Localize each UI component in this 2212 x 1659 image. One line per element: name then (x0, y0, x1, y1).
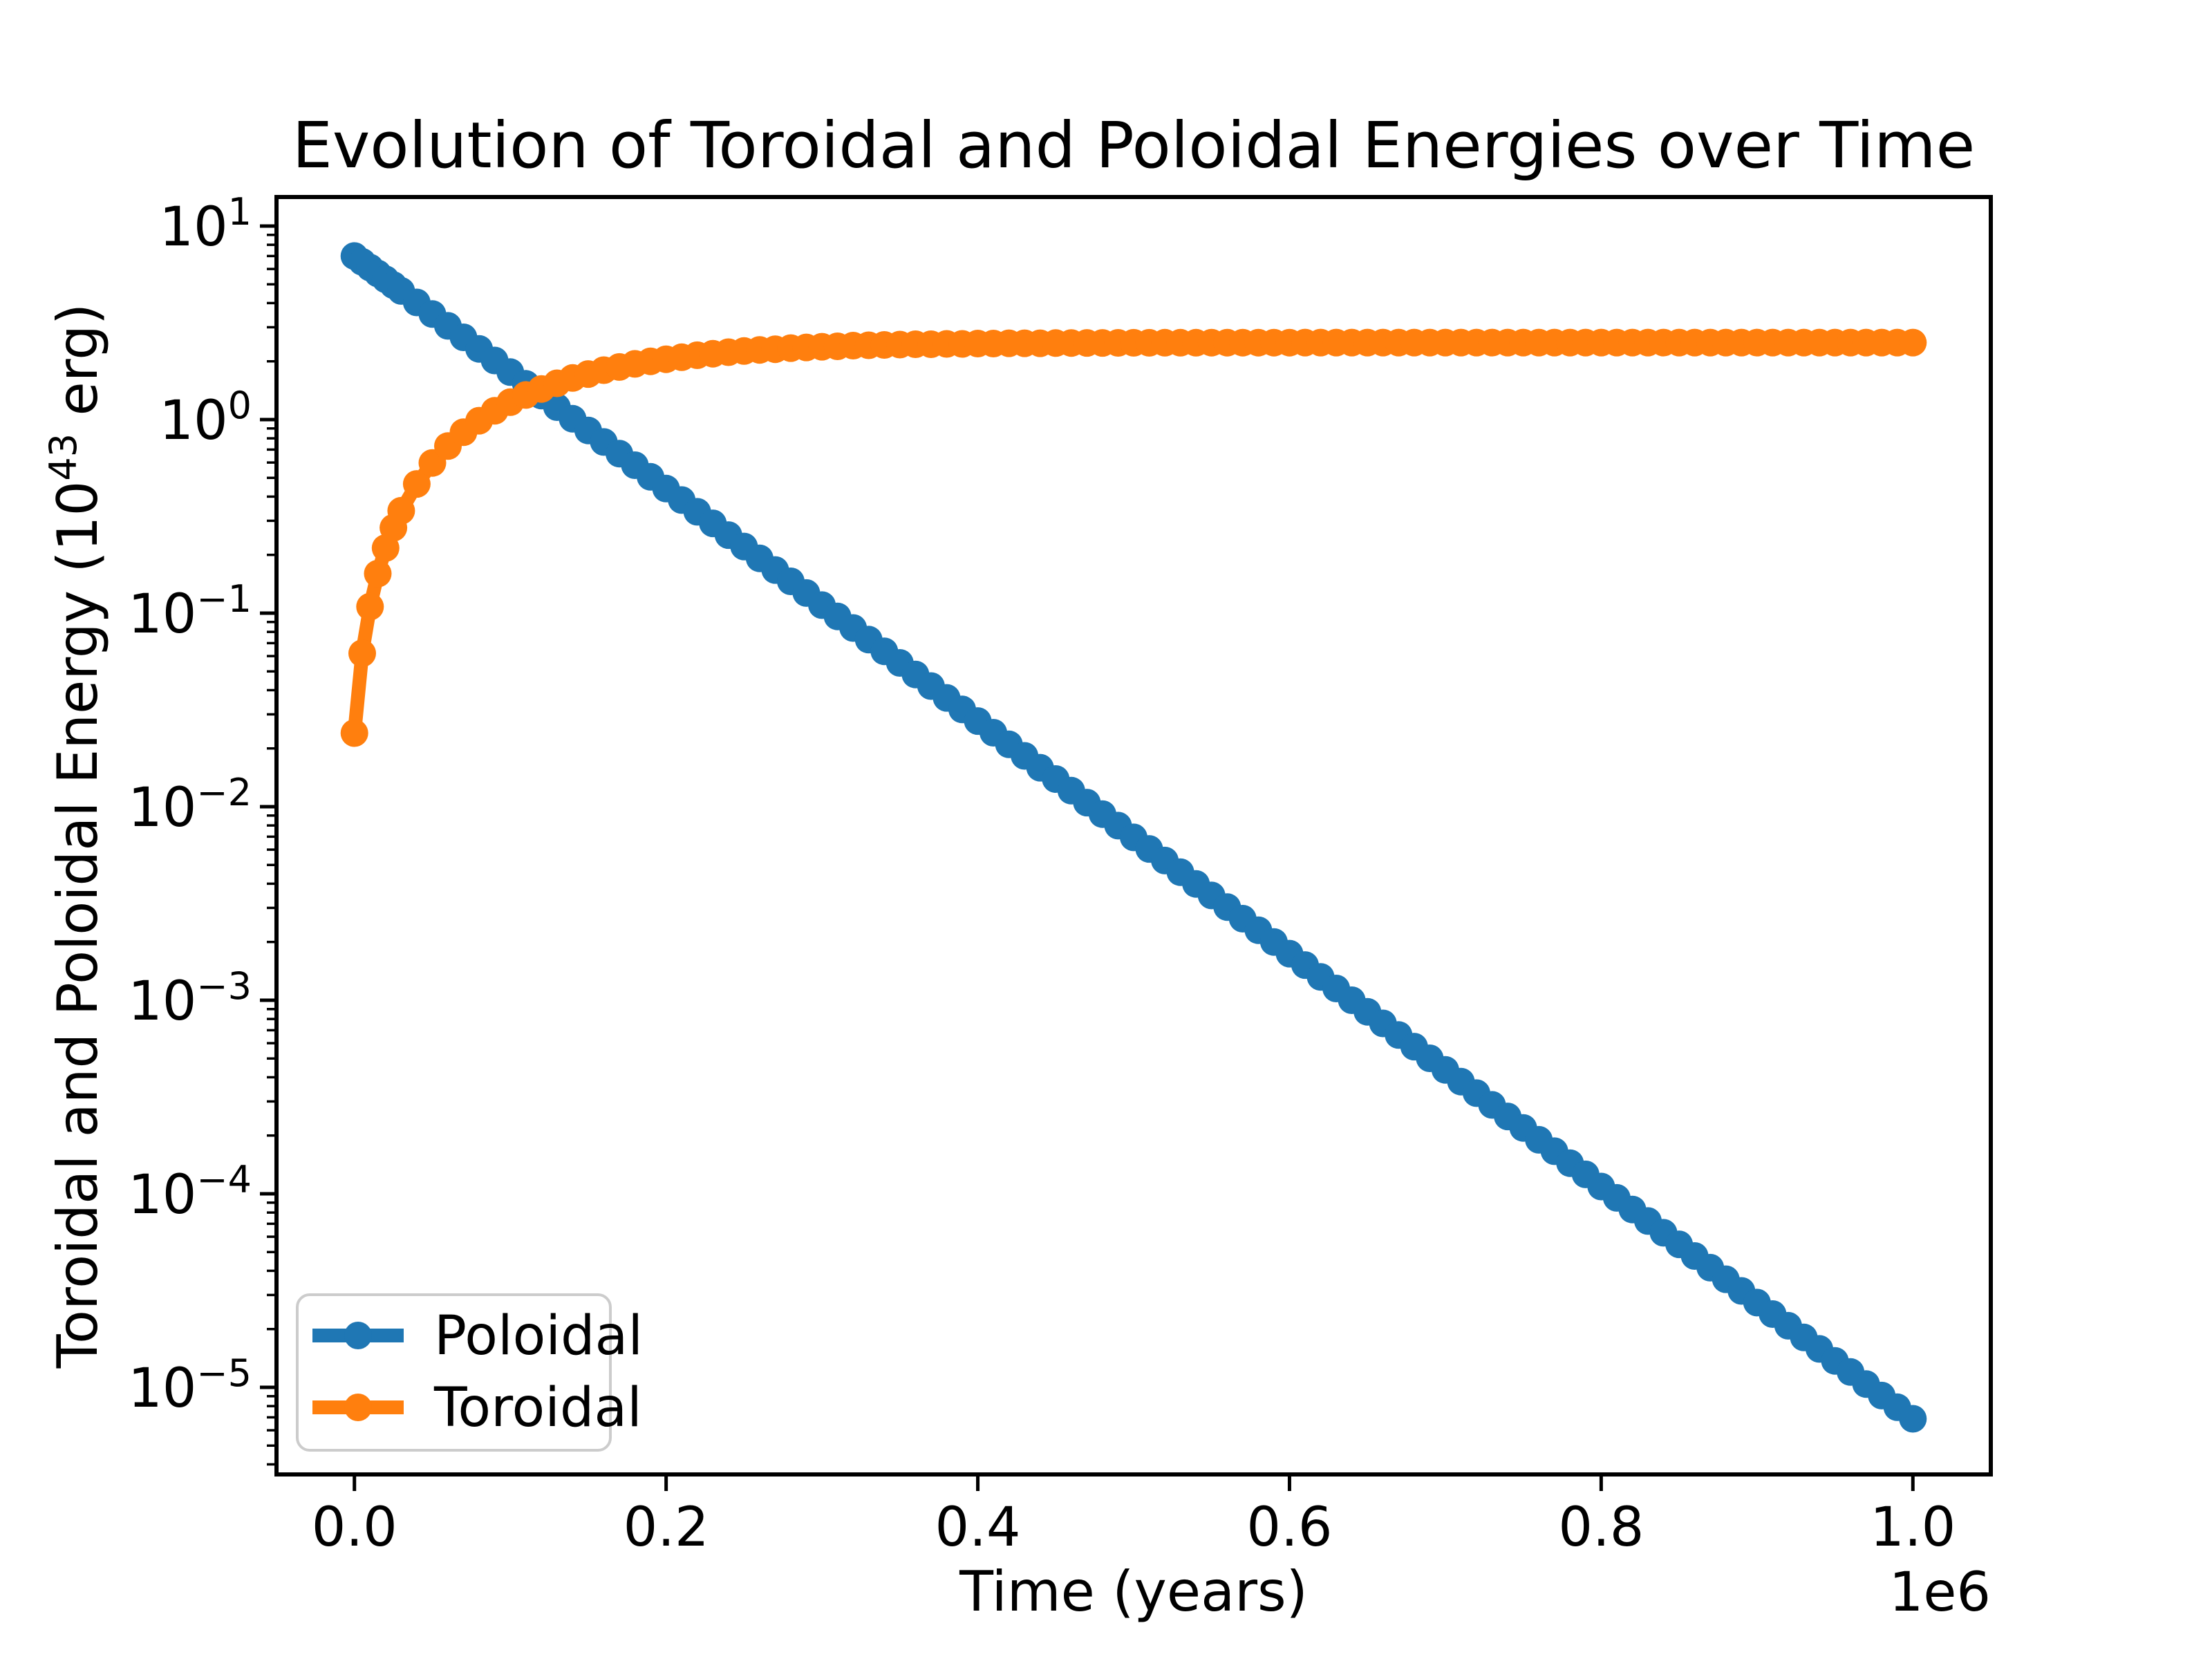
y-tick-label: 10−2 (128, 771, 252, 839)
y-axis-ticks: 101 100 10−1 10−2 10−3 10−4 10−5 (128, 190, 276, 1420)
data-point-marker (356, 592, 384, 621)
y-tick-label: 10−3 (128, 964, 252, 1033)
series-poloidal (340, 242, 1927, 1433)
data-point-marker (340, 719, 368, 747)
y-axis-label-suffix: erg) (46, 303, 110, 433)
series-toroidal (340, 328, 1927, 747)
series-group (340, 242, 1927, 1433)
data-point-marker (1899, 328, 1927, 357)
x-tick-label: 0.8 (1558, 1497, 1644, 1559)
legend-label-toroidal: Toroidal (433, 1377, 642, 1439)
y-tick-label: 101 (159, 190, 252, 259)
x-axis-offset-label: 1e6 (1889, 1562, 1991, 1624)
x-tick-label: 0.6 (1246, 1497, 1332, 1559)
data-point-marker (387, 496, 415, 525)
y-tick-label: 10−4 (128, 1158, 252, 1226)
axes-spines (274, 195, 1993, 1477)
legend-marker-poloidal (344, 1322, 372, 1349)
y-tick-label: 100 (159, 384, 252, 452)
data-point-marker (364, 559, 392, 588)
y-axis-label-prefix: Toroidal and Poloidal Energy (10 (46, 481, 110, 1369)
legend-label-poloidal: Poloidal (434, 1305, 643, 1367)
y-tick-label: 10−5 (128, 1351, 252, 1420)
y-axis-label-exponent: 43 (41, 433, 85, 481)
series-line-toroidal (347, 335, 1920, 740)
x-tick-label: 0.4 (935, 1497, 1021, 1559)
x-axis-ticks: 0.0 0.2 0.4 0.6 0.8 1.0 (312, 1474, 1956, 1559)
y-tick-label: 10−1 (128, 577, 252, 646)
chart-title: Evolution of Toroidal and Poloidal Energ… (292, 109, 1976, 182)
x-tick-label: 0.2 (624, 1497, 709, 1559)
y-axis-label: Toroidal and Poloidal Energy (1043 erg) (41, 303, 110, 1369)
x-tick-label: 1.0 (1870, 1497, 1956, 1559)
legend-marker-toroidal (344, 1394, 372, 1421)
data-point-marker (348, 639, 376, 668)
legend: Poloidal Toroidal (296, 1293, 643, 1452)
data-point-marker (1899, 1405, 1927, 1433)
data-point-marker (402, 470, 431, 498)
x-axis-label: Time (years) (959, 1559, 1308, 1624)
x-tick-label: 0.0 (312, 1497, 397, 1559)
